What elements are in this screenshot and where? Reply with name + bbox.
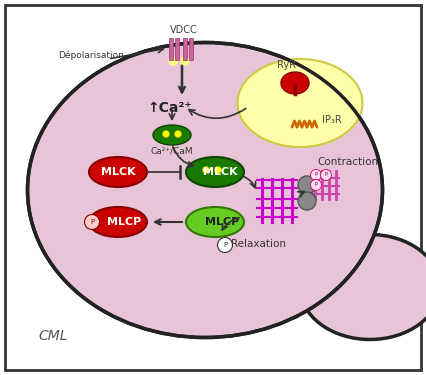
Text: Contraction: Contraction xyxy=(317,157,379,167)
Text: MLCK: MLCK xyxy=(101,167,135,177)
Text: P: P xyxy=(314,172,318,177)
Ellipse shape xyxy=(238,59,363,147)
Text: P: P xyxy=(324,172,328,177)
Circle shape xyxy=(298,176,316,194)
Text: Ca²⁺/CaM: Ca²⁺/CaM xyxy=(151,146,193,155)
Bar xyxy=(189,38,193,60)
Text: P: P xyxy=(223,242,227,248)
Circle shape xyxy=(202,166,210,174)
Circle shape xyxy=(168,56,178,66)
Circle shape xyxy=(175,130,181,138)
Circle shape xyxy=(180,56,190,66)
Bar xyxy=(175,38,179,60)
Bar xyxy=(169,38,173,60)
Ellipse shape xyxy=(186,157,244,187)
Circle shape xyxy=(311,170,322,180)
Text: P: P xyxy=(90,219,94,225)
Ellipse shape xyxy=(89,207,147,237)
Text: Dépolarisation: Dépolarisation xyxy=(58,50,124,60)
Ellipse shape xyxy=(300,234,426,339)
Circle shape xyxy=(298,192,316,210)
Text: MLCP: MLCP xyxy=(107,217,141,227)
Text: CML: CML xyxy=(38,329,67,343)
Text: VDCC: VDCC xyxy=(170,25,198,35)
Circle shape xyxy=(84,214,100,230)
Text: MLCP: MLCP xyxy=(205,217,239,227)
Circle shape xyxy=(218,237,233,252)
Ellipse shape xyxy=(153,125,191,145)
Ellipse shape xyxy=(28,42,383,338)
Text: RyR: RyR xyxy=(277,60,296,70)
Circle shape xyxy=(311,180,322,190)
Bar xyxy=(183,38,187,60)
Text: MLCK: MLCK xyxy=(203,167,237,177)
Text: Relaxation: Relaxation xyxy=(230,239,285,249)
Ellipse shape xyxy=(89,157,147,187)
Text: IP₃R: IP₃R xyxy=(322,115,342,125)
Ellipse shape xyxy=(186,207,244,237)
Text: P: P xyxy=(314,183,318,188)
Circle shape xyxy=(320,170,331,180)
Circle shape xyxy=(162,130,170,138)
Text: ↑Ca²⁺: ↑Ca²⁺ xyxy=(148,101,192,115)
Ellipse shape xyxy=(281,72,309,94)
Circle shape xyxy=(215,166,222,174)
